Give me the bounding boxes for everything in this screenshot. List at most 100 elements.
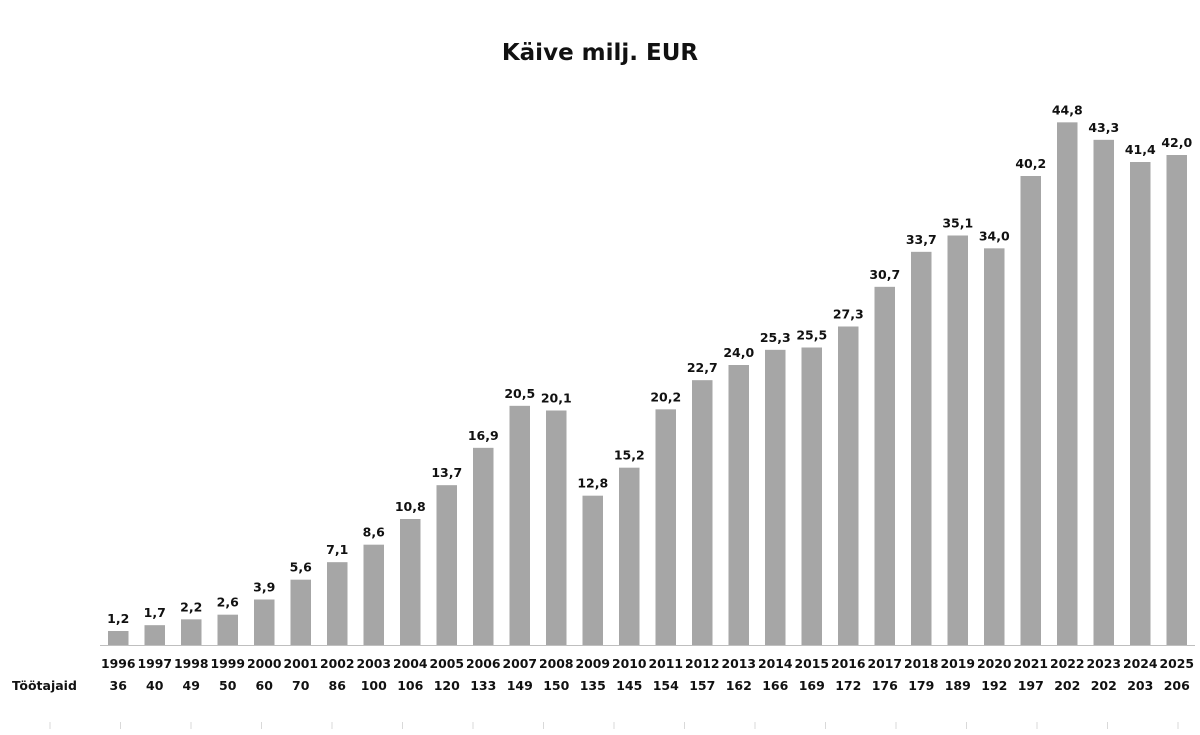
x-tick-label-2005: 2005 [430, 656, 465, 671]
bar-2024 [1130, 162, 1151, 645]
bar-2014 [765, 349, 786, 645]
bar-2023 [1093, 139, 1114, 645]
bar-1999 [217, 614, 238, 645]
value-label-1996: 1,2 [107, 611, 129, 626]
value-label-2006: 16,9 [468, 428, 499, 443]
bar-2003 [363, 544, 384, 645]
value-label-2008: 20,1 [541, 391, 572, 406]
x-tick-label-2012: 2012 [685, 656, 720, 671]
employees-value-1997: 40 [146, 678, 164, 693]
employees-value-2007: 149 [507, 678, 533, 693]
bars-layer [108, 122, 1187, 645]
x-tick-label-1997: 1997 [138, 656, 173, 671]
employees-value-2001: 70 [292, 678, 310, 693]
employees-value-2011: 154 [653, 678, 679, 693]
employees-value-2003: 100 [361, 678, 387, 693]
value-label-2018: 33,7 [906, 232, 937, 247]
value-label-2005: 13,7 [431, 465, 462, 480]
x-tick-label-2022: 2022 [1050, 656, 1085, 671]
employees-value-2017: 176 [872, 678, 898, 693]
x-tick-label-2023: 2023 [1087, 656, 1122, 671]
x-tick-label-2000: 2000 [247, 656, 282, 671]
x-tick-label-2024: 2024 [1123, 656, 1158, 671]
employees-value-2012: 157 [689, 678, 715, 693]
bar-2010 [619, 467, 640, 645]
bar-2005 [436, 485, 457, 645]
bar-2004 [400, 519, 421, 645]
x-tick-label-2017: 2017 [868, 656, 903, 671]
value-label-1999: 2,6 [217, 595, 239, 610]
employees-row-values-layer: 36 40 49 50 60 70 86 100 106 120 133 149 150 135 145 15… [110, 678, 1191, 693]
bar-2013 [728, 365, 749, 645]
value-label-2017: 30,7 [869, 267, 900, 282]
value-label-2019: 35,1 [942, 216, 973, 231]
bar-1996 [108, 631, 129, 645]
employees-value-2000: 60 [256, 678, 274, 693]
bar-2006 [473, 447, 494, 645]
employees-value-2019: 189 [945, 678, 971, 693]
bar-2021 [1020, 176, 1041, 645]
bar-2001 [290, 579, 311, 645]
employees-value-1996: 36 [110, 678, 128, 693]
employees-value-2024: 203 [1127, 678, 1153, 693]
value-label-1998: 2,2 [180, 599, 202, 614]
value-label-2024: 41,4 [1125, 142, 1156, 157]
x-tick-label-2001: 2001 [284, 656, 319, 671]
value-label-2011: 20,2 [650, 389, 681, 404]
value-label-2021: 40,2 [1015, 156, 1046, 171]
employees-value-2023: 202 [1091, 678, 1117, 693]
value-label-2023: 43,3 [1088, 120, 1119, 135]
bar-2000 [254, 599, 275, 645]
x-tick-label-2013: 2013 [722, 656, 757, 671]
employees-value-2016: 172 [835, 678, 861, 693]
bar-2012 [692, 380, 713, 645]
employees-value-2021: 197 [1018, 678, 1044, 693]
bar-2019 [947, 235, 968, 645]
bar-1997 [144, 625, 165, 645]
x-tick-label-2002: 2002 [320, 656, 355, 671]
employees-value-2025: 206 [1164, 678, 1190, 693]
value-labels-layer: 1,2 1,7 2,2 2,6 3,9 5,6 7,1 8,6 10,8 13,7 16,9 20,5… [107, 102, 1192, 626]
value-label-2002: 7,1 [326, 542, 348, 557]
bar-2018 [911, 251, 932, 645]
value-label-2007: 20,5 [504, 386, 535, 401]
x-tick-label-2007: 2007 [503, 656, 538, 671]
x-tick-label-2018: 2018 [904, 656, 939, 671]
x-tick-label-2014: 2014 [758, 656, 793, 671]
value-label-2014: 25,3 [760, 330, 791, 345]
bar-2002 [327, 562, 348, 645]
bar-2009 [582, 495, 603, 645]
value-label-2013: 24,0 [723, 345, 754, 360]
x-tick-label-2021: 2021 [1014, 656, 1049, 671]
x-tick-label-1999: 1999 [211, 656, 246, 671]
value-label-2020: 34,0 [979, 228, 1010, 243]
bar-2016 [838, 326, 859, 645]
employees-value-2006: 133 [470, 678, 496, 693]
x-tick-label-2019: 2019 [941, 656, 976, 671]
employees-value-2015: 169 [799, 678, 825, 693]
x-tick-label-2016: 2016 [831, 656, 866, 671]
employees-value-2010: 145 [616, 678, 642, 693]
bar-2025 [1166, 155, 1187, 645]
employees-value-2013: 162 [726, 678, 752, 693]
bar-1998 [181, 619, 202, 645]
bar-2011 [655, 409, 676, 645]
x-tick-labels-layer: 1996 1997 1998 1999 2000 2001 2002 2003 2004 2005… [101, 656, 1194, 671]
bar-2022 [1057, 122, 1078, 645]
x-tick-label-2004: 2004 [393, 656, 428, 671]
bar-2007 [509, 405, 530, 645]
x-tick-label-2006: 2006 [466, 656, 501, 671]
employees-value-2008: 150 [543, 678, 569, 693]
employees-value-2004: 106 [397, 678, 423, 693]
chart-title: Käive milj. EUR [502, 40, 699, 66]
employees-value-2002: 86 [329, 678, 347, 693]
value-label-2001: 5,6 [290, 560, 312, 575]
employees-value-2005: 120 [434, 678, 460, 693]
x-tick-label-1998: 1998 [174, 656, 209, 671]
x-tick-label-2025: 2025 [1160, 656, 1195, 671]
x-tick-label-2003: 2003 [357, 656, 392, 671]
value-label-1997: 1,7 [144, 605, 166, 620]
x-tick-label-2008: 2008 [539, 656, 574, 671]
